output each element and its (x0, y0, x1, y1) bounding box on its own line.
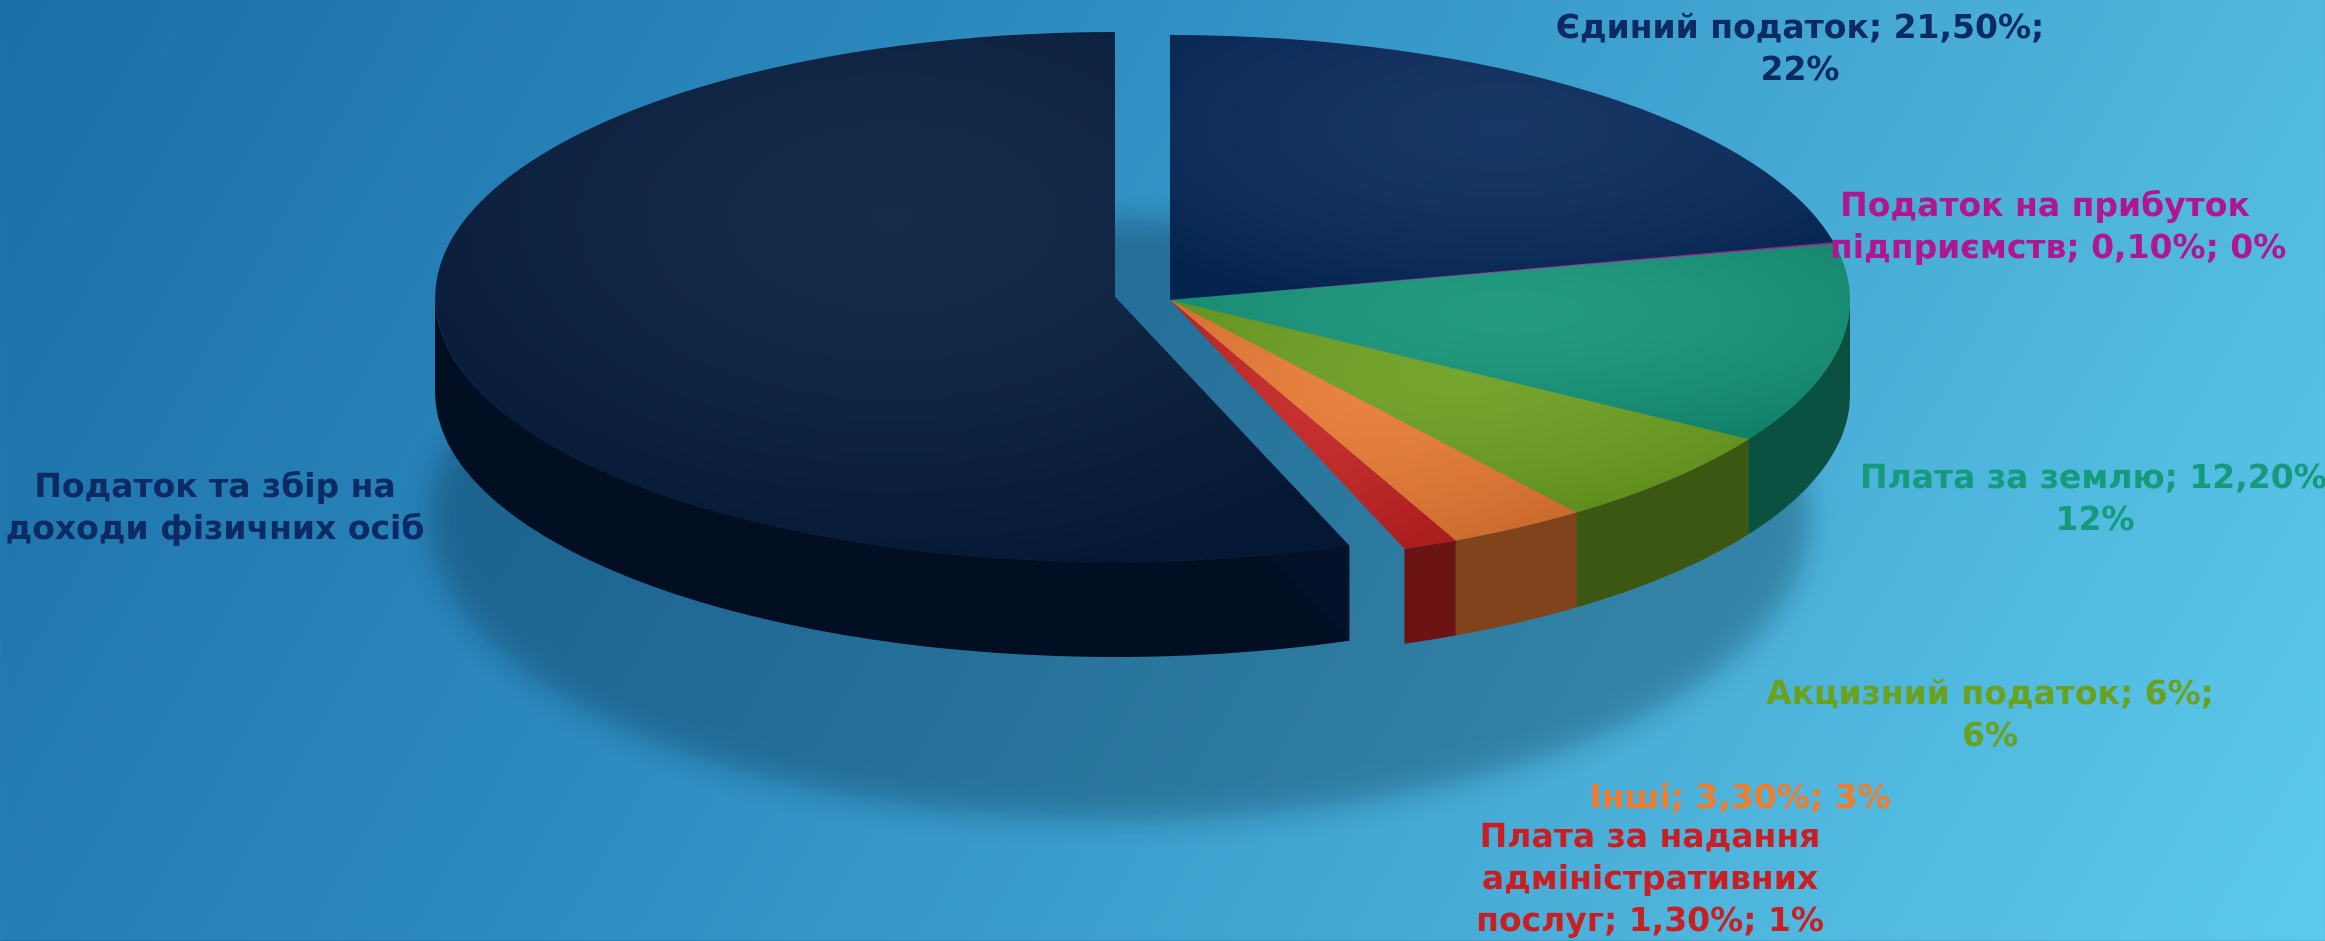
slice-wall-акцизний-податок (1576, 439, 1749, 608)
slice-wall-податок-та-збір-на-доходи-фізичних-осіб (435, 297, 1350, 657)
slice-sheen-податок-на-прибуток-підприємств (1170, 242, 1835, 300)
slice-sheen-акцизний-податок (1170, 300, 1749, 513)
slice-sheen-податок-та-збір-на-доходи-фізичних-осіб (435, 32, 1350, 562)
data-label-line: доходи фізичних осіб (5, 508, 425, 547)
slice-wall-інші (1455, 512, 1577, 636)
data-label-line: послуг; 1,30%; 1% (1476, 900, 1824, 939)
data-label-плата-за-землю: Плата за землю; 12,20%; 12% (1860, 456, 2325, 540)
slice-wall-плата-за-надання-адміністративних-послуг (1404, 540, 1456, 644)
data-label-line: Податок та збір на (34, 466, 396, 505)
data-label-інші: Інші; 3,30%; 3% (1570, 776, 1910, 818)
data-label-line: Інші; 3,30%; 3% (1589, 777, 1891, 816)
data-label-податок-та-збір-на-доходи-фізичних-осіб: Податок та збір на доходи фізичних осіб (0, 465, 430, 549)
data-label-line: підприємств; 0,10%; 0% (1830, 227, 2287, 266)
data-label-line: Податок на прибуток (1840, 185, 2250, 224)
data-label-line: 22% (1760, 49, 1840, 88)
slice-sheen-єдиний-податок (1170, 35, 1834, 300)
slice-sheen-плата-за-надання-адміністративних-послуг (1170, 300, 1456, 549)
data-label-line: 12% (2055, 499, 2135, 538)
slice-sheen-плата-за-землю (1170, 243, 1850, 440)
slice-wall-плата-за-землю (1748, 300, 1850, 535)
slice-sheen-інші (1170, 300, 1577, 541)
data-label-line: Єдиний податок; 21,50%; (1555, 7, 2045, 46)
data-label-line: 6% (1961, 715, 2019, 754)
data-label-акцизний-податок: Акцизний податок; 6%; 6% (1730, 672, 2250, 756)
data-label-line: Плата за землю; 12,20%; (1860, 457, 2325, 496)
data-label-плата-за-надання-адміністративних-послуг: Плата за надання адміністративних послуг; … (1470, 815, 1830, 941)
data-label-податок-на-прибуток-підприємств: Податок на прибуток підприємств; 0,10%; 0… (1830, 184, 2287, 268)
data-label-єдиний-податок: Єдиний податок; 21,50%; 22% (1540, 6, 2060, 90)
data-label-line: Плата за надання (1479, 816, 1821, 855)
pie-top-faces (435, 32, 1850, 562)
data-label-line: Акцизний податок; 6%; (1766, 673, 2214, 712)
data-label-line: адміністративних (1481, 858, 1819, 897)
